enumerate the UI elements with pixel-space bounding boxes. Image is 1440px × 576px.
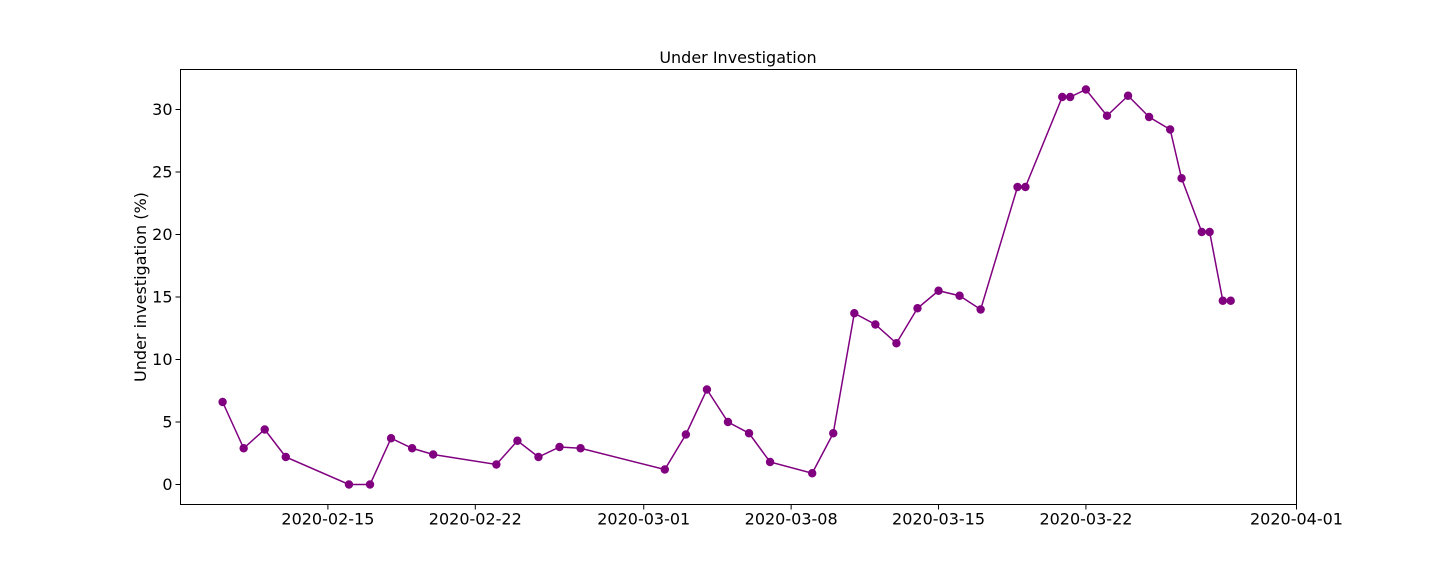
y-tick-label: 15: [152, 288, 172, 307]
data-point: [976, 305, 985, 314]
data-point: [765, 457, 775, 467]
data-point: [871, 320, 880, 329]
x-tick-label: 2020-02-22: [429, 510, 522, 529]
data-point: [407, 444, 417, 453]
data-point: [1177, 174, 1186, 183]
data-point: [513, 436, 522, 445]
data-point: [744, 429, 754, 438]
y-tick-label: 20: [152, 225, 172, 244]
data-point: [829, 429, 838, 438]
data-point: [892, 339, 901, 348]
data-point: [534, 452, 543, 462]
data-point: [681, 430, 691, 439]
data-point: [1165, 125, 1175, 134]
data-point: [576, 444, 585, 453]
y-tick-label: 5: [162, 413, 172, 432]
data-point: [344, 480, 354, 489]
data-point: [1123, 91, 1133, 100]
data-point: [281, 452, 290, 462]
data-point: [1226, 296, 1235, 305]
y-axis-label: Under investigation (%): [131, 192, 150, 382]
data-point: [1065, 92, 1075, 102]
data-point: [386, 434, 396, 443]
data-point: [492, 460, 501, 469]
y-axis: 0 5 10 15 20 25 30: [152, 100, 181, 494]
x-tick-label: 2020-02-15: [281, 510, 374, 529]
y-tick-label: 0: [162, 475, 172, 494]
x-tick-label: 2020-03-15: [892, 510, 985, 529]
data-point: [1102, 111, 1112, 120]
y-tick-label: 25: [152, 163, 172, 182]
data-point: [1144, 112, 1154, 122]
data-point: [1218, 296, 1228, 305]
data-point: [913, 304, 922, 313]
plot-frame: [180, 69, 1297, 505]
data-point: [218, 397, 227, 407]
data-point: [808, 469, 817, 478]
data-point: [955, 291, 964, 300]
data-point: [702, 385, 712, 394]
x-axis: 2020-02-15 2020-02-22 2020-03-01 2020-03-08…: [281, 504, 1343, 529]
data-point: [365, 480, 375, 489]
y-tick-label: 10: [152, 350, 172, 369]
x-tick-label: 2020-03-01: [597, 510, 690, 529]
y-tick-label: 30: [152, 100, 172, 119]
data-point: [723, 417, 733, 427]
series-layer: [218, 85, 1235, 489]
x-tick-label: 2020-03-22: [1039, 510, 1132, 529]
data-point: [1205, 227, 1214, 237]
x-tick-label: 2020-04-01: [1250, 510, 1343, 529]
data-point: [1081, 85, 1091, 94]
data-point: [934, 286, 943, 295]
data-point: [555, 442, 564, 452]
data-point: [850, 309, 859, 318]
chart-title: Under Investigation: [659, 48, 816, 67]
data-point: [1197, 227, 1206, 237]
data-point: [428, 450, 438, 459]
data-point: [1021, 182, 1030, 192]
data-point: [260, 425, 269, 434]
data-point: [1013, 182, 1022, 192]
x-tick-label: 2020-03-08: [745, 510, 838, 529]
data-point: [239, 444, 248, 453]
data-point: [1058, 92, 1067, 102]
data-point: [660, 465, 669, 474]
